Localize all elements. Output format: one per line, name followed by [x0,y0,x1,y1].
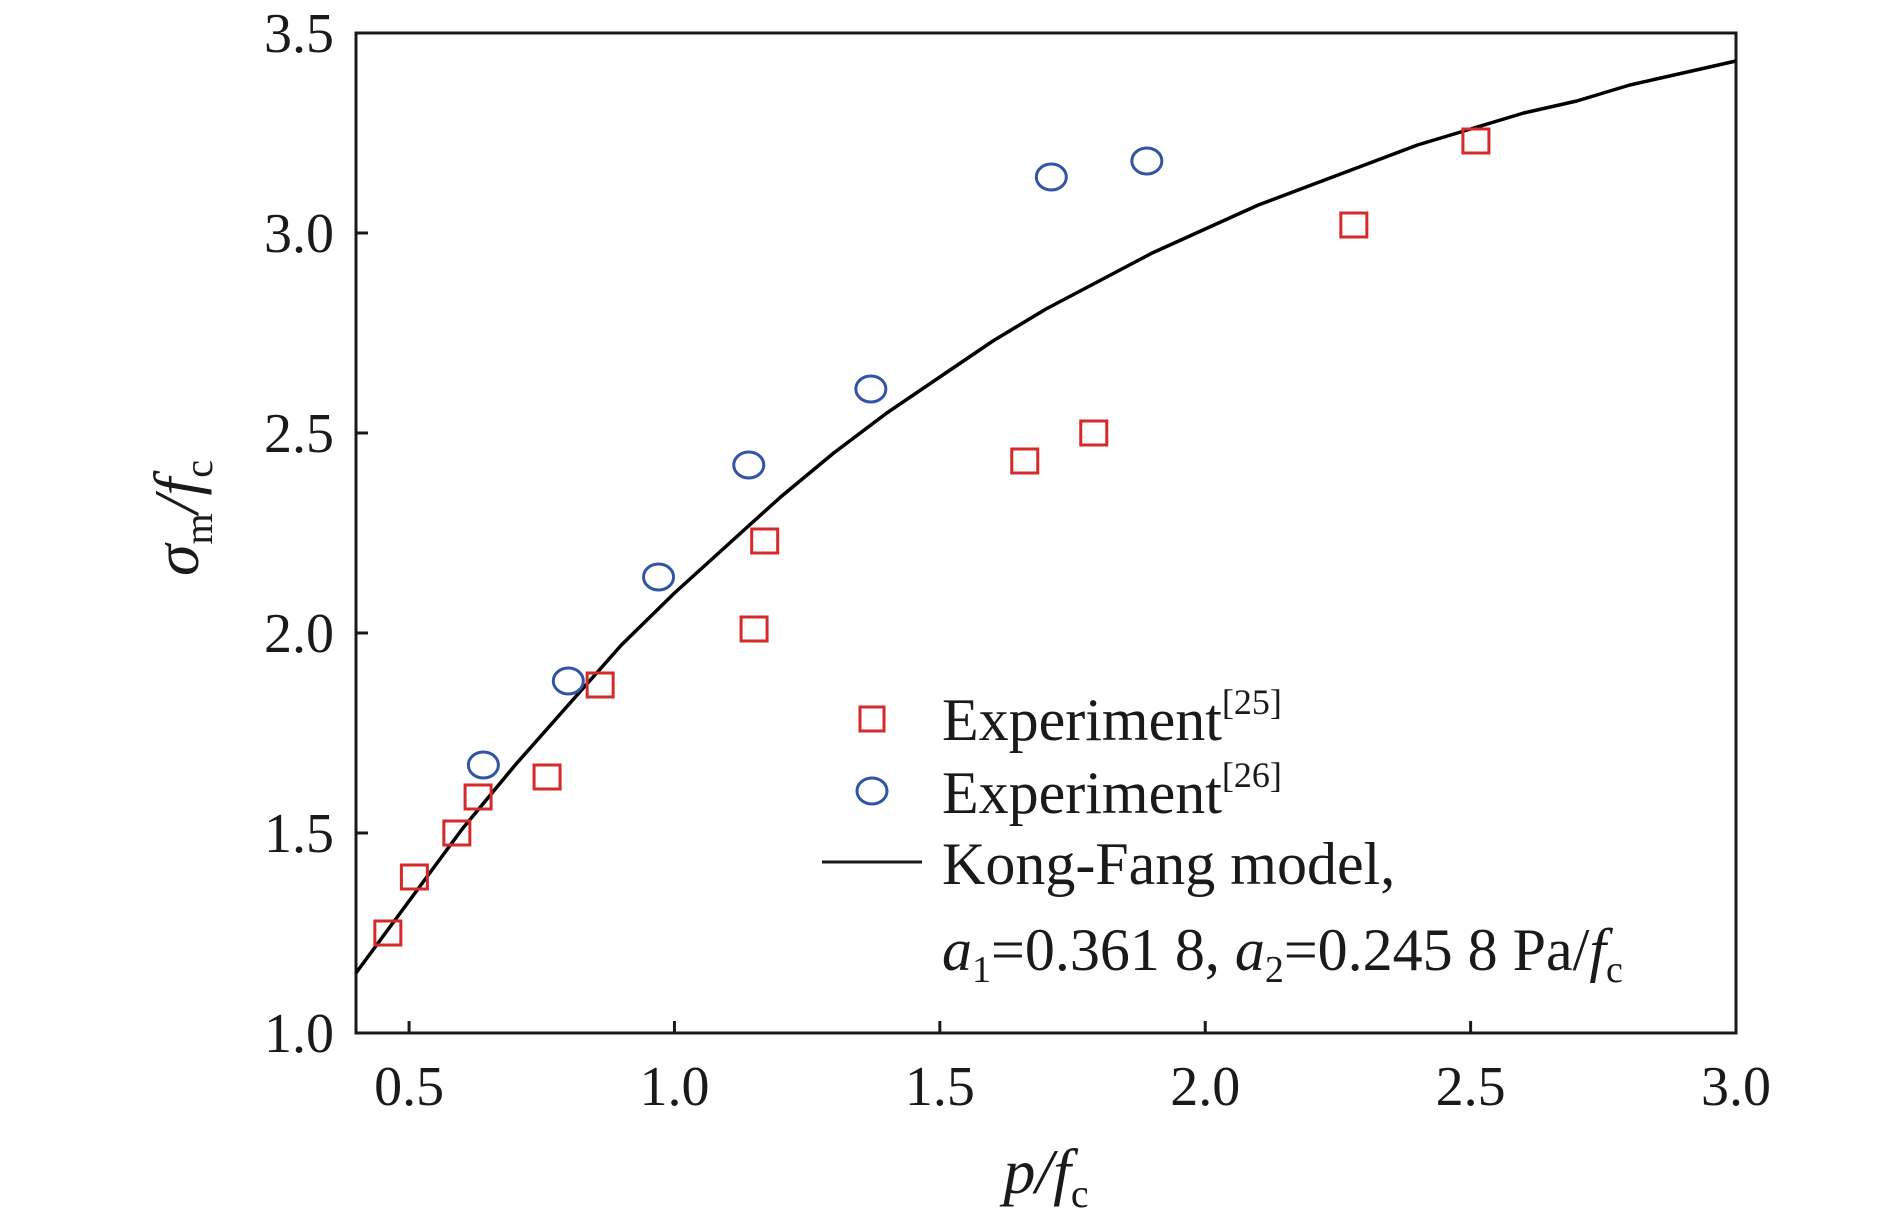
point-experiment-26 [854,374,888,404]
point-experiment-25 [739,615,769,643]
model-curve [354,59,1737,975]
point-experiment-26 [1034,162,1068,192]
point-experiment-25 [1079,419,1109,447]
x-tick-label: 1.0 [639,1056,709,1118]
legend-label-experiment-26: Experiment[26] [942,755,1282,826]
x-tick-label: 1.5 [905,1056,975,1118]
point-experiment-25 [1010,447,1040,475]
point-experiment-25 [442,819,472,847]
point-experiment-25 [532,763,562,791]
x-tick-label: 2.5 [1436,1056,1506,1118]
point-experiment-26 [466,750,500,780]
y-tick-label: 2.0 [264,603,334,665]
plot-frame [354,31,1738,1035]
y-tick-label: 1.5 [264,803,334,865]
point-experiment-26 [1130,146,1164,176]
point-experiment-25 [750,527,780,555]
point-experiment-26 [732,450,766,480]
x-tick-label: 0.5 [374,1056,444,1118]
x-tick-label: 3.0 [1701,1056,1771,1118]
legend-label-model: Kong-Fang model, [942,831,1395,897]
data-points-layer [373,127,1491,947]
point-experiment-26 [551,666,585,696]
x-tick-label: 2.0 [1170,1056,1240,1118]
axis-ticks: 0.5 1.0 1.5 2.0 2.5 3.0 1.0 1.5 2.0 2.5 3.0 3.5 [264,3,1771,1118]
y-tick-label: 2.5 [264,403,334,465]
point-experiment-25 [463,783,493,811]
point-experiment-25 [1339,211,1369,239]
y-tick-label: 3.5 [264,3,334,65]
legend-marker-circle [855,776,889,806]
legend-label-params: a1=0.361 8, a2=0.245 8 Pa/fc [942,917,1623,991]
model-curve-layer [354,59,1737,975]
legend-marker-square [858,705,886,733]
point-experiment-25 [399,863,429,891]
x-axis-title: p/fc [999,1136,1088,1216]
y-axis-title: σm/fc [141,460,221,576]
y-tick-label: 1.0 [264,1003,334,1065]
y-tick-label: 3.0 [264,203,334,265]
point-experiment-25 [1461,127,1491,155]
legend-label-experiment-25: Experiment[25] [942,682,1282,753]
point-experiment-26 [642,562,676,592]
legend: Experiment[25] Experiment[26] Kong-Fang … [822,682,1623,991]
point-experiment-25 [373,919,403,947]
point-experiment-25 [585,671,615,699]
